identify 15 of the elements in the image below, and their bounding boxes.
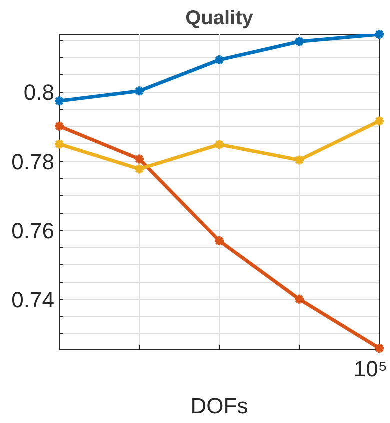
point: [214, 138, 226, 150]
y-tick-label: 0.8: [24, 80, 55, 106]
chart-title: Quality: [186, 8, 254, 30]
y-tick-label: 0.74: [12, 287, 55, 312]
y-tick-label: 0.78: [12, 149, 55, 174]
text: 10⁵: [354, 356, 388, 382]
y-tick-label: 0.76: [12, 218, 55, 244]
point: [134, 153, 146, 165]
point: [134, 85, 146, 97]
point: [134, 163, 146, 175]
point: [294, 294, 306, 306]
x-axis-title: DOFs: [190, 394, 248, 418]
point: [214, 54, 226, 66]
point: [294, 154, 306, 166]
point: [214, 235, 226, 247]
